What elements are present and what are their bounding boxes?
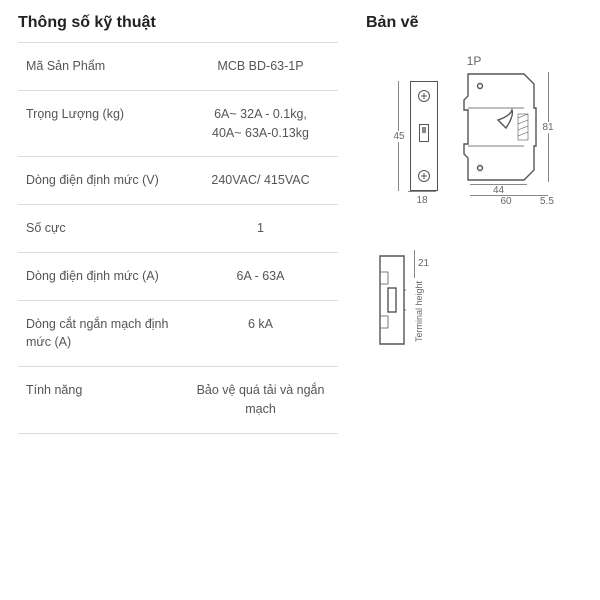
spec-value: 1 bbox=[183, 205, 338, 253]
table-row: Số cực1 bbox=[18, 205, 338, 253]
table-row: Dòng cắt ngắn mạch định mức (A)6 kA bbox=[18, 300, 338, 367]
side-bottom-dims: 44 60 5.5 bbox=[470, 182, 548, 206]
screw-icon bbox=[418, 170, 430, 182]
spec-label: Trọng Lượng (kg) bbox=[18, 90, 183, 157]
spec-label: Số cực bbox=[18, 205, 183, 253]
top-dims: 21 Terminal height bbox=[406, 250, 429, 342]
spec-heading: Thông số kỹ thuật bbox=[18, 14, 338, 32]
spec-label: Mã Sản Phẩm bbox=[18, 43, 183, 91]
front-view bbox=[410, 81, 438, 191]
front-and-side-views: 45 18 bbox=[366, 72, 582, 206]
spec-value: 240VAC/ 415VAC bbox=[183, 157, 338, 205]
spec-label: Dòng cắt ngắn mạch định mức (A) bbox=[18, 300, 183, 367]
table-row: Tính năngBảo vệ quá tải và ngắn mạch bbox=[18, 367, 338, 434]
table-row: Trọng Lượng (kg)6A~ 32A - 0.1kg, 40A~ 63… bbox=[18, 90, 338, 157]
top-dim-height: 21 bbox=[418, 258, 429, 269]
drawings-area: 1P 45 18 bbox=[366, 42, 582, 346]
top-view bbox=[378, 254, 406, 346]
spec-value: 6A~ 32A - 0.1kg, 40A~ 63A-0.13kg bbox=[183, 90, 338, 157]
spec-value: Bảo vệ quá tải và ngắn mạch bbox=[183, 367, 338, 434]
spec-value: 6 kA bbox=[183, 300, 338, 367]
spec-table: Mã Sản PhẩmMCB BD-63-1PTrọng Lượng (kg)6… bbox=[18, 42, 338, 434]
drawing-column: Bản vẽ 1P 45 18 bbox=[366, 14, 582, 586]
side-dim-height: 81 bbox=[540, 72, 556, 182]
spec-value: 6A - 63A bbox=[183, 252, 338, 300]
table-row: Mã Sản PhẩmMCB BD-63-1P bbox=[18, 43, 338, 91]
screw-icon bbox=[418, 90, 430, 102]
table-row: Dòng điện định mức (V)240VAC/ 415VAC bbox=[18, 157, 338, 205]
terminal-height-label: Terminal height bbox=[414, 281, 429, 342]
top-view-row: 21 Terminal height bbox=[378, 246, 582, 346]
front-dim-width: 18 bbox=[408, 191, 436, 206]
side-outline-svg bbox=[462, 72, 540, 182]
top-outline-svg bbox=[378, 254, 406, 346]
toggle-lever bbox=[419, 124, 429, 142]
side-dim-gap: 5.5 bbox=[540, 195, 548, 207]
front-view-wrap: 45 18 bbox=[392, 81, 438, 206]
spec-label: Dòng điện định mức (V) bbox=[18, 157, 183, 205]
side-dim-outer: 60 bbox=[470, 195, 542, 207]
side-view-wrap: 81 44 60 5.5 bbox=[462, 72, 556, 206]
front-dim-height: 45 bbox=[392, 81, 406, 191]
spec-label: Tính năng bbox=[18, 367, 183, 434]
spec-value: MCB BD-63-1P bbox=[183, 43, 338, 91]
pole-label: 1P bbox=[366, 54, 582, 68]
spec-label: Dòng điện định mức (A) bbox=[18, 252, 183, 300]
table-row: Dòng điện định mức (A)6A - 63A bbox=[18, 252, 338, 300]
drawing-heading: Bản vẽ bbox=[366, 14, 582, 32]
side-view bbox=[462, 72, 540, 182]
spec-column: Thông số kỹ thuật Mã Sản PhẩmMCB BD-63-1… bbox=[18, 14, 338, 586]
